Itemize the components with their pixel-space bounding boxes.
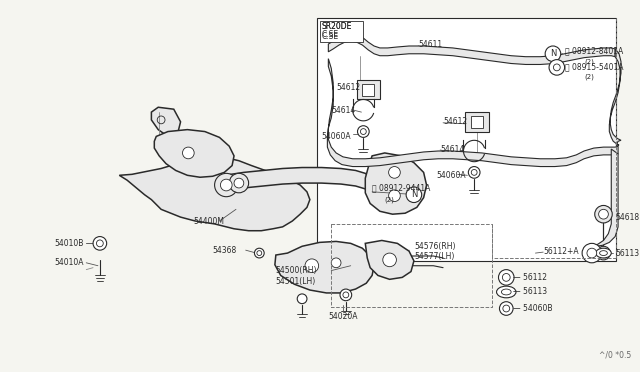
Circle shape	[502, 273, 510, 281]
Circle shape	[343, 292, 349, 298]
Text: (2): (2)	[584, 74, 594, 80]
Circle shape	[587, 248, 596, 258]
Polygon shape	[328, 59, 618, 167]
Circle shape	[360, 129, 366, 134]
Text: C.SE: C.SE	[321, 32, 339, 41]
Circle shape	[383, 253, 396, 267]
Circle shape	[97, 240, 103, 247]
Circle shape	[257, 251, 262, 256]
Bar	[356, 80, 380, 99]
Circle shape	[595, 205, 612, 223]
Text: 54577(LH): 54577(LH)	[414, 253, 454, 262]
Text: 54614: 54614	[440, 145, 465, 154]
Text: — 56113: — 56113	[513, 288, 547, 296]
Text: N: N	[550, 49, 556, 58]
Polygon shape	[152, 107, 180, 137]
Ellipse shape	[600, 251, 607, 256]
Circle shape	[549, 60, 564, 75]
Circle shape	[388, 190, 400, 202]
Polygon shape	[328, 33, 615, 64]
Circle shape	[182, 147, 194, 159]
Text: 54612: 54612	[336, 83, 360, 92]
Polygon shape	[365, 240, 414, 279]
Polygon shape	[154, 129, 234, 177]
Bar	[362, 84, 374, 96]
Text: — 54060B: — 54060B	[513, 304, 552, 313]
Polygon shape	[224, 167, 372, 192]
Bar	[319, 21, 364, 42]
Text: 54611: 54611	[419, 39, 443, 49]
Polygon shape	[119, 156, 310, 231]
Circle shape	[582, 243, 602, 263]
Circle shape	[596, 246, 611, 260]
Circle shape	[499, 270, 514, 285]
Circle shape	[220, 179, 232, 191]
Ellipse shape	[501, 289, 511, 295]
Circle shape	[255, 248, 264, 258]
Text: Ⓝ 08915-5401A: Ⓝ 08915-5401A	[564, 62, 623, 71]
Circle shape	[229, 173, 248, 193]
Text: C.SE: C.SE	[321, 30, 339, 39]
Circle shape	[340, 289, 352, 301]
Ellipse shape	[497, 286, 516, 298]
Text: 54501(LH): 54501(LH)	[275, 277, 315, 286]
Text: 54576(RH): 54576(RH)	[414, 242, 456, 251]
Text: — 56112: — 56112	[513, 273, 547, 282]
Circle shape	[550, 61, 564, 74]
Text: 54060A: 54060A	[321, 132, 351, 141]
Text: 54500(RH): 54500(RH)	[275, 266, 316, 275]
Text: Ⓝ 08912-9441A: Ⓝ 08912-9441A	[372, 183, 431, 192]
Circle shape	[214, 173, 238, 197]
Text: 56112+A: 56112+A	[543, 247, 579, 256]
Text: 54618: 54618	[615, 213, 639, 222]
Text: 54060A: 54060A	[436, 171, 466, 180]
Circle shape	[471, 170, 477, 175]
Ellipse shape	[596, 248, 611, 258]
Polygon shape	[275, 241, 374, 293]
Bar	[471, 116, 483, 128]
Circle shape	[503, 305, 509, 312]
Text: (2): (2)	[584, 58, 594, 65]
Text: 56113: 56113	[615, 248, 639, 257]
Circle shape	[598, 209, 609, 219]
Text: 54020A: 54020A	[328, 312, 358, 321]
Bar	[465, 112, 489, 132]
Polygon shape	[159, 134, 218, 173]
Text: 54614: 54614	[332, 106, 355, 115]
Circle shape	[406, 187, 422, 202]
Polygon shape	[132, 170, 283, 223]
Polygon shape	[365, 153, 426, 214]
Circle shape	[499, 302, 513, 315]
Circle shape	[332, 258, 341, 268]
Circle shape	[554, 64, 560, 71]
Text: (2): (2)	[385, 196, 395, 203]
Circle shape	[468, 167, 480, 178]
Text: 54400M: 54400M	[193, 217, 224, 225]
Circle shape	[297, 294, 307, 304]
Circle shape	[545, 46, 561, 61]
Text: 54010A: 54010A	[54, 258, 84, 267]
Polygon shape	[609, 49, 621, 145]
Polygon shape	[287, 246, 360, 284]
Circle shape	[234, 178, 244, 188]
Circle shape	[93, 237, 107, 250]
Text: SR20DE: SR20DE	[321, 22, 352, 31]
Text: 54612: 54612	[443, 117, 467, 126]
Circle shape	[388, 167, 400, 178]
Circle shape	[358, 126, 369, 137]
Circle shape	[305, 259, 319, 273]
Bar	[317, 18, 616, 261]
Polygon shape	[591, 149, 618, 246]
Text: Ⓝ 08912-8401A: Ⓝ 08912-8401A	[564, 46, 623, 55]
Text: SR20DE: SR20DE	[321, 22, 352, 31]
Text: 54010B: 54010B	[54, 239, 84, 248]
Text: 54368: 54368	[212, 246, 237, 255]
Text: N: N	[411, 190, 417, 199]
Text: ^/0 *0.5: ^/0 *0.5	[598, 351, 631, 360]
